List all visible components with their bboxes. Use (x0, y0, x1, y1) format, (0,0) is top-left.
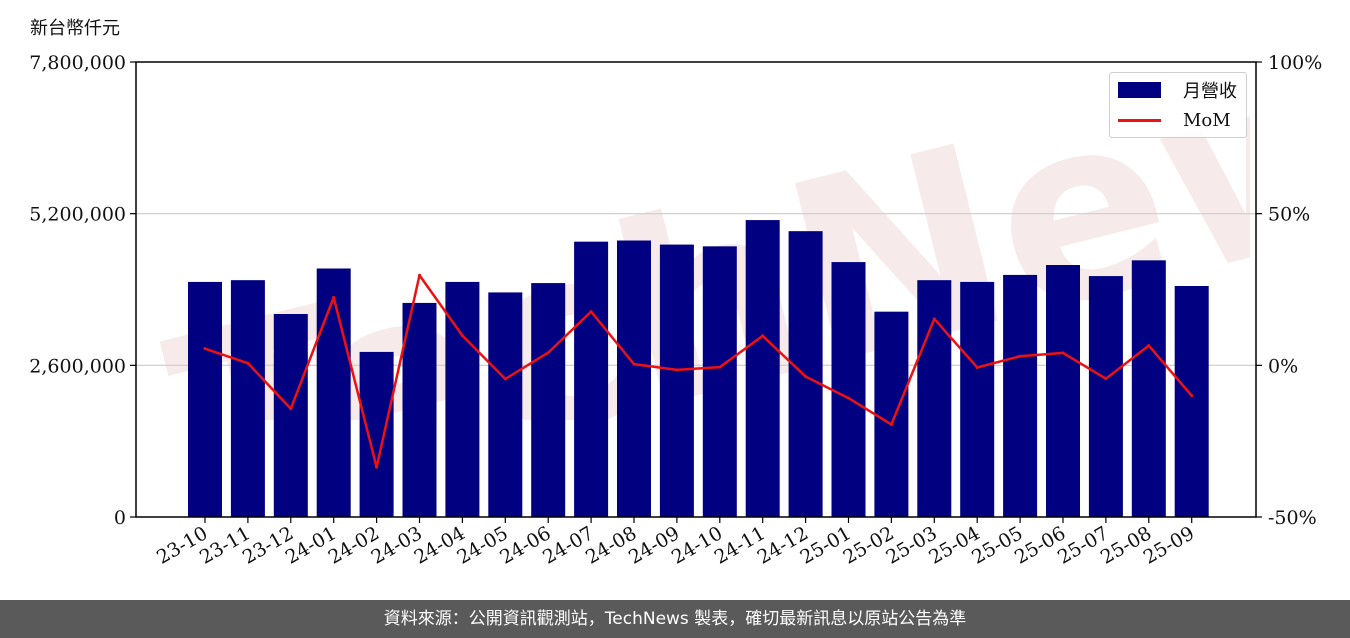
mom-point (375, 465, 379, 469)
legend-line-swatch (1118, 118, 1161, 122)
mom-point (332, 295, 336, 299)
mom-point (632, 362, 636, 366)
revenue-bar (230, 280, 265, 517)
mom-point (847, 396, 850, 400)
revenue-bar (745, 220, 780, 518)
revenue-chart: 0 2,600,000 5,200,000 7,800,000 -50% 0% 50% 10… (29, 52, 1322, 569)
mom-line-series (203, 273, 1194, 469)
revenue-bar (917, 280, 952, 517)
mom-point (546, 351, 550, 355)
plot-frame (135, 61, 1257, 518)
right-tick-label: 50% (1268, 204, 1310, 226)
y-axis-unit-label: 新台幣仟元 (30, 18, 120, 39)
revenue-bar (1174, 286, 1209, 517)
mom-point (932, 317, 936, 321)
revenue-bar (488, 292, 523, 517)
revenue-bar (531, 283, 566, 517)
mom-point (460, 334, 464, 338)
revenue-bar (659, 244, 694, 518)
revenue-bar (402, 302, 437, 517)
revenue-bar (1088, 276, 1123, 517)
revenue-bar (874, 311, 909, 517)
revenue-bar (1003, 274, 1038, 517)
legend-label-mom: MoM (1183, 109, 1231, 131)
mom-point (203, 347, 207, 351)
mom-point (975, 365, 979, 369)
revenue-bar (188, 281, 222, 517)
left-tick-label: 0 (114, 507, 126, 529)
right-tick-label: -50% (1268, 507, 1317, 529)
x-tick-label: 25-09 (1140, 522, 1198, 568)
revenue-bar (788, 231, 823, 517)
mom-point (1061, 351, 1065, 355)
mom-point (718, 365, 722, 369)
legend-bar-swatch (1118, 82, 1161, 98)
mom-point (589, 310, 593, 314)
mom-point (675, 368, 679, 372)
mom-point (889, 422, 893, 426)
left-tick-label: 5,200,000 (29, 204, 126, 226)
mom-point (246, 361, 250, 365)
legend-item-mom: MoM (1118, 108, 1231, 132)
mom-point (1104, 377, 1108, 381)
mom-line (204, 273, 1193, 469)
revenue-bar (1131, 260, 1166, 517)
left-axis: 0 2,600,000 5,200,000 7,800,000 (29, 52, 136, 529)
revenue-bar (359, 351, 394, 517)
legend-item-revenue: 月營收 (1118, 78, 1237, 102)
mom-point (761, 334, 765, 338)
legend-label-revenue: 月營收 (1183, 81, 1237, 102)
revenue-bar (1046, 265, 1080, 517)
mom-point (418, 273, 421, 277)
source-footer: 資料來源：公開資訊觀測站，TechNews 製表，確切最新訊息以原站公告為準 (0, 600, 1350, 638)
left-tick-label: 7,800,000 (29, 52, 126, 74)
mom-point (289, 407, 293, 411)
right-tick-label: 100% (1268, 52, 1322, 74)
revenue-bar (960, 281, 995, 517)
right-tick-label: 0% (1268, 355, 1298, 377)
left-tick-label: 2,600,000 (29, 355, 126, 377)
revenue-bar (316, 268, 351, 517)
bar-series (188, 220, 1209, 518)
mom-point (1190, 394, 1194, 398)
revenue-bar (617, 240, 651, 517)
mom-point (804, 375, 808, 379)
x-axis: 23-1023-1123-1224-0124-0224-0324-0424-05… (153, 517, 1198, 569)
revenue-bar (273, 314, 308, 517)
revenue-bar (702, 246, 737, 518)
chart-legend: 月營收 MoM (1109, 72, 1247, 138)
revenue-bar (831, 262, 866, 517)
revenue-bar (574, 241, 609, 517)
right-axis: -50% 0% 50% 100% (1256, 52, 1322, 529)
mom-point (1147, 344, 1151, 348)
mom-point (1018, 354, 1022, 358)
mom-point (503, 377, 507, 381)
